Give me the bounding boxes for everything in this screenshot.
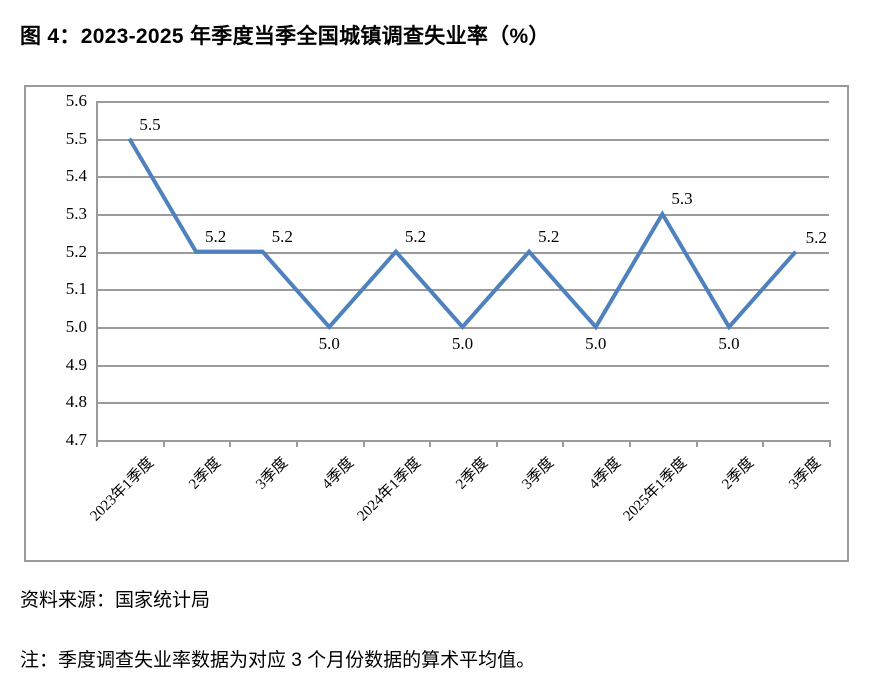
y-axis-tick-label: 5.4 xyxy=(65,166,87,186)
y-axis-tick-label: 5.0 xyxy=(65,317,87,336)
y-axis-tick-label: 5.1 xyxy=(65,279,87,299)
x-axis-tick xyxy=(295,440,298,447)
data-point-label: 5.0 xyxy=(585,334,607,353)
y-axis-tick-label: 4.8 xyxy=(65,392,87,412)
series-polyline xyxy=(127,137,798,331)
data-point-label: 5.0 xyxy=(718,334,740,353)
data-point-label: 5.5 xyxy=(139,114,161,134)
plot-area: 5.6 5.5 5.4 5.3 5.2 5.1 5.0 4.9 4.8 4.7 2023年1季度 2… xyxy=(66,91,831,524)
x-axis-tick xyxy=(362,440,365,447)
x-axis-tick xyxy=(495,440,498,447)
source-note: 资料来源：国家统计局 xyxy=(20,590,211,611)
x-axis-tick xyxy=(162,440,165,447)
data-point-label: 5.2 xyxy=(538,226,560,246)
data-point-label: 5.2 xyxy=(204,226,227,246)
y-axis-line xyxy=(96,101,98,440)
gridline xyxy=(96,101,829,103)
gridline xyxy=(96,440,829,442)
x-axis-tick xyxy=(629,440,632,447)
x-axis-tick xyxy=(829,440,831,447)
y-axis-tick-label: 5.3 xyxy=(65,204,87,223)
data-point-label: 5.2 xyxy=(805,227,827,247)
y-axis-tick-label: 4.9 xyxy=(65,354,87,374)
x-axis-tick xyxy=(562,440,565,447)
series-line-unemployment-rate xyxy=(127,137,798,331)
y-axis-tick-label: 5.5 xyxy=(65,128,87,148)
y-axis-tick-label: 5.2 xyxy=(65,241,87,261)
gridline xyxy=(96,289,829,292)
x-axis-tick xyxy=(229,440,232,447)
method-note: 注：季度调查失业率数据为对应 3 个月份数据的算术平均值。 xyxy=(20,650,536,671)
x-axis-tick xyxy=(762,440,765,447)
data-point-label: 5.0 xyxy=(451,334,474,353)
x-axis-tick xyxy=(429,440,432,447)
y-axis-tick-label: 5.6 xyxy=(65,91,87,110)
gridline xyxy=(96,251,829,254)
gridline xyxy=(96,176,829,179)
data-point-label: 5.2 xyxy=(404,226,427,246)
gridline xyxy=(96,364,829,367)
y-axis-tick-label: 4.7 xyxy=(65,430,87,449)
gridline xyxy=(96,138,829,141)
gridline xyxy=(96,214,829,216)
chart-container: 5.6 5.5 5.4 5.3 5.2 5.1 5.0 4.9 4.8 4.7 2023年1季度 2… xyxy=(24,85,849,562)
x-axis-tick xyxy=(695,440,698,447)
x-axis-tick xyxy=(96,440,98,447)
data-point-label: 5.3 xyxy=(671,189,693,208)
data-point-label: 5.0 xyxy=(318,334,340,353)
gridline xyxy=(96,402,829,405)
data-point-label: 5.2 xyxy=(271,226,293,246)
page-title: 图 4：2023-2025 年季度当季全国城镇调查失业率（%） xyxy=(20,25,550,48)
